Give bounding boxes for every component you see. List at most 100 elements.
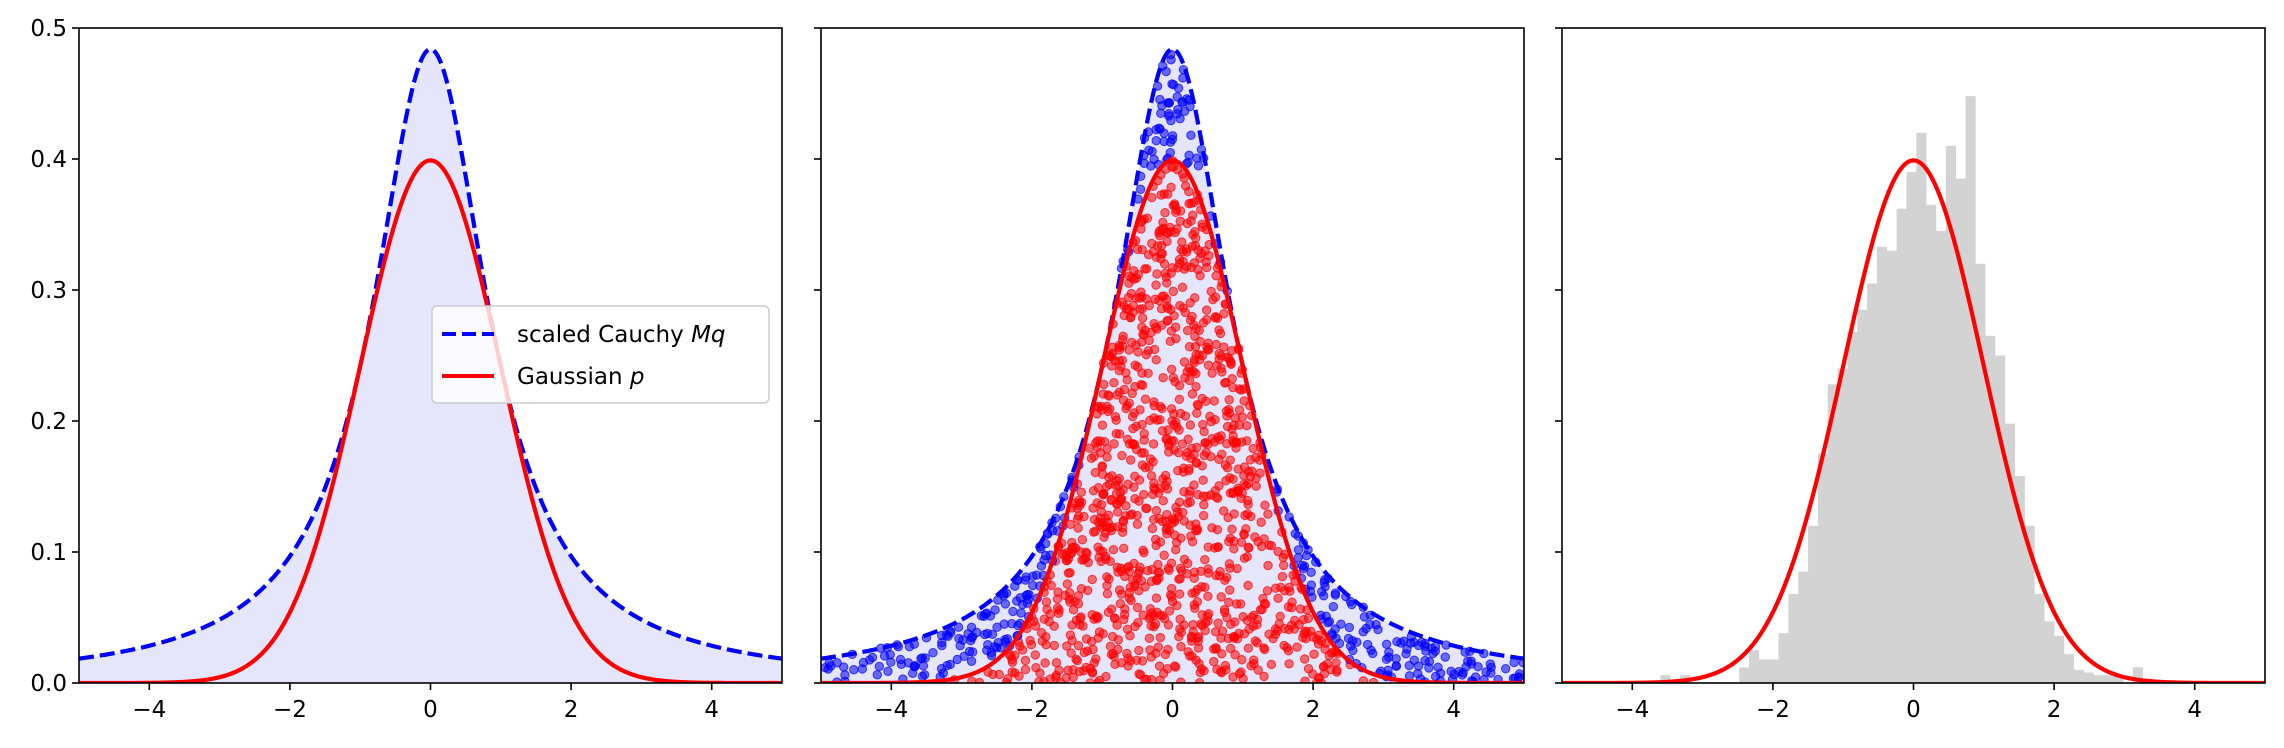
accepted-sample-point bbox=[1119, 543, 1129, 553]
accepted-sample-point bbox=[1137, 313, 1148, 323]
accepted-sample-point bbox=[1242, 552, 1252, 562]
rejected-sample-point bbox=[1449, 669, 1459, 680]
accepted-sample-point bbox=[1175, 563, 1186, 573]
rejected-sample-point bbox=[1404, 671, 1415, 681]
accepted-sample-point bbox=[1242, 420, 1252, 431]
histogram-bar bbox=[1965, 96, 1976, 683]
rejected-sample-point bbox=[1000, 599, 1011, 609]
accepted-sample-point bbox=[1133, 618, 1143, 628]
rejected-sample-point bbox=[1473, 662, 1483, 672]
accepted-sample-point bbox=[1076, 487, 1087, 497]
accepted-sample-point bbox=[1224, 395, 1234, 405]
accepted-sample-point bbox=[1159, 291, 1169, 301]
accepted-sample-point bbox=[1174, 380, 1185, 391]
rejected-sample-point bbox=[1028, 580, 1038, 591]
rejected-sample-point bbox=[874, 661, 885, 672]
accepted-sample-point bbox=[1240, 510, 1250, 521]
accepted-sample-point bbox=[1214, 354, 1224, 364]
accepted-sample-point bbox=[1097, 461, 1107, 471]
accepted-sample-point bbox=[1118, 335, 1128, 345]
accepted-sample-point bbox=[1255, 468, 1265, 478]
accepted-sample-point bbox=[1147, 192, 1157, 203]
rejected-sample-point bbox=[1330, 588, 1341, 598]
histogram-bar bbox=[1749, 650, 1760, 683]
x-tick-label: 2 bbox=[564, 697, 579, 723]
accepted-sample-point bbox=[1253, 536, 1263, 547]
accepted-sample-point bbox=[1236, 385, 1246, 395]
accepted-sample-point bbox=[1125, 455, 1136, 465]
accepted-sample-point bbox=[1119, 614, 1129, 625]
accepted-sample-point bbox=[1172, 224, 1182, 234]
accepted-sample-point bbox=[1132, 510, 1142, 521]
histogram-bar bbox=[2024, 525, 2035, 683]
rejected-sample-point bbox=[986, 650, 997, 661]
accepted-sample-point bbox=[1177, 439, 1188, 449]
accepted-sample-point bbox=[1239, 396, 1249, 406]
accepted-sample-point bbox=[1140, 325, 1150, 336]
accepted-sample-point bbox=[1205, 411, 1215, 422]
rejected-sample-point bbox=[1166, 55, 1176, 65]
accepted-sample-point bbox=[1191, 381, 1201, 392]
accepted-sample-point bbox=[1225, 585, 1235, 595]
rejected-sample-point bbox=[987, 629, 998, 640]
accepted-sample-point bbox=[1066, 548, 1077, 558]
y-tick-label: 0.2 bbox=[30, 409, 67, 435]
accepted-sample-point bbox=[1177, 282, 1188, 293]
accepted-sample-point bbox=[1239, 529, 1249, 539]
accepted-sample-point bbox=[1114, 473, 1124, 484]
accepted-sample-point bbox=[1071, 615, 1082, 625]
accepted-sample-point bbox=[1068, 665, 1078, 675]
accepted-sample-point bbox=[1124, 398, 1134, 408]
rejected-sample-point bbox=[1306, 567, 1316, 577]
rejected-sample-point bbox=[946, 627, 956, 638]
accepted-sample-point bbox=[1284, 659, 1294, 669]
accepted-sample-point bbox=[1211, 270, 1221, 281]
rejected-sample-point bbox=[1155, 124, 1165, 134]
accepted-sample-point bbox=[967, 676, 977, 683]
y-axis bbox=[814, 27, 821, 684]
accepted-sample-point bbox=[1178, 256, 1188, 266]
accepted-sample-point bbox=[1185, 520, 1195, 530]
accepted-sample-point bbox=[1104, 574, 1114, 584]
rejected-sample-point bbox=[1155, 94, 1165, 105]
accepted-sample-point bbox=[1168, 286, 1179, 297]
accepted-sample-point bbox=[1213, 618, 1223, 628]
accepted-sample-point bbox=[1081, 662, 1091, 673]
accepted-sample-point bbox=[1222, 439, 1232, 449]
accepted-sample-point bbox=[1102, 444, 1112, 454]
legend-box bbox=[431, 305, 770, 404]
rejected-sample-point bbox=[992, 622, 1002, 632]
accepted-sample-point bbox=[1166, 364, 1177, 375]
accepted-sample-point bbox=[1242, 495, 1253, 506]
accepted-sample-point bbox=[1216, 592, 1226, 602]
accepted-sample-point bbox=[1174, 425, 1184, 435]
accepted-sample-point bbox=[1105, 523, 1115, 533]
accepted-sample-point bbox=[1159, 614, 1170, 624]
rejected-sample-point bbox=[839, 662, 849, 672]
accepted-sample-point bbox=[1030, 650, 1041, 660]
accepted-sample-point bbox=[1122, 648, 1132, 659]
rejected-sample-point bbox=[1381, 639, 1392, 649]
accepted-sample-point bbox=[1051, 672, 1061, 683]
accepted-sample-point bbox=[1278, 560, 1289, 571]
accepted-sample-point bbox=[1157, 426, 1168, 436]
histogram-bar bbox=[1955, 178, 1966, 683]
rejected-sample-point bbox=[1440, 652, 1450, 662]
histogram-bar bbox=[1788, 593, 1799, 683]
histogram-bar bbox=[2004, 423, 2016, 683]
histogram-bar bbox=[1926, 204, 1937, 683]
accepted-sample-point bbox=[1147, 523, 1158, 534]
accepted-sample-point bbox=[1149, 621, 1159, 632]
accepted-sample-point bbox=[1051, 658, 1062, 668]
accepted-sample-point bbox=[1128, 439, 1138, 449]
accepted-sample-point bbox=[1123, 292, 1134, 303]
accepted-sample-point bbox=[1233, 486, 1243, 497]
accepted-sample-point bbox=[1260, 599, 1271, 609]
accepted-sample-point bbox=[1150, 484, 1160, 495]
accepted-sample-point bbox=[1228, 631, 1239, 642]
accepted-sample-point bbox=[1165, 336, 1175, 346]
y-tick-label: 0.1 bbox=[30, 540, 67, 566]
accepted-sample-point bbox=[1289, 615, 1300, 626]
accepted-sample-point bbox=[1198, 510, 1209, 521]
accepted-sample-point bbox=[1104, 479, 1115, 489]
